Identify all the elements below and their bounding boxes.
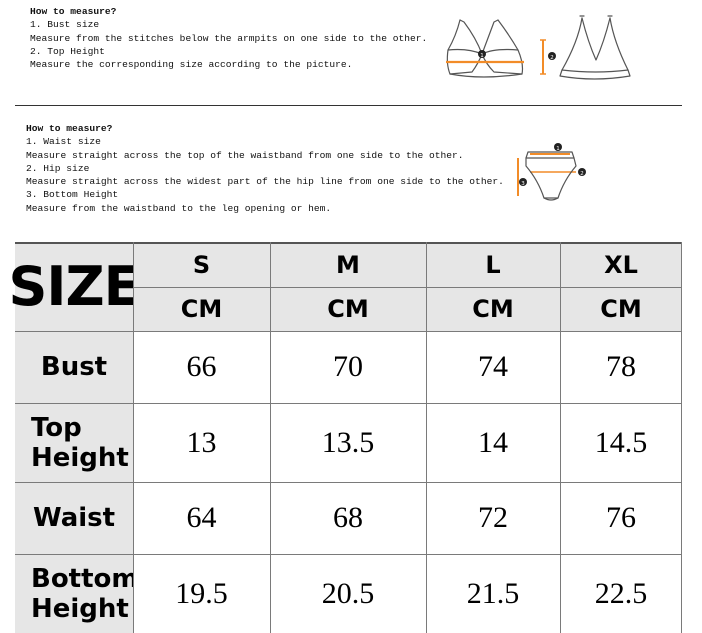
instruction-line: 2. Top Height	[30, 45, 427, 58]
unit-header: CM	[426, 287, 560, 331]
size-header-s: S	[133, 242, 270, 287]
instructions-heading: How to measure?	[30, 5, 427, 18]
bottom-height-value-m: 20.5	[270, 554, 426, 633]
grid-line	[15, 403, 682, 404]
unit-header: CM	[560, 287, 682, 331]
instruction-line: 2. Hip size	[26, 162, 504, 175]
size-corner-header: SIZE	[15, 242, 133, 331]
waist-value-l: 72	[426, 482, 560, 554]
size-header-m: M	[270, 242, 426, 287]
bottom-height-value-s: 19.5	[133, 554, 270, 633]
grid-line	[681, 242, 682, 633]
waist-value-s: 64	[133, 482, 270, 554]
top-height-value-s: 13	[133, 403, 270, 482]
row-label-bust: Bust	[15, 331, 133, 403]
row-label-waist: Waist	[15, 482, 133, 554]
bust-value-l: 74	[426, 331, 560, 403]
bust-value-m: 70	[270, 331, 426, 403]
bra-front-marker: 1	[480, 53, 484, 59]
top-height-value-xl: 14.5	[560, 403, 682, 482]
row-label-bottom-height: Bottom Height	[15, 554, 133, 633]
bra-measure-instructions: How to measure? 1. Bust size Measure fro…	[30, 5, 427, 71]
instruction-line: Measure straight across the top of the w…	[26, 149, 504, 162]
top-height-value-l: 14	[426, 403, 560, 482]
size-chart-table: SIZE S M L XL CM CM CM CM Bust 66 70 74 …	[15, 242, 682, 633]
bust-value-s: 66	[133, 331, 270, 403]
size-header-xl: XL	[560, 242, 682, 287]
grid-line	[270, 242, 271, 633]
bottom-height-value-xl: 22.5	[560, 554, 682, 633]
waist-value-m: 68	[270, 482, 426, 554]
grid-line	[15, 554, 682, 555]
unit-header: CM	[270, 287, 426, 331]
grid-line	[133, 242, 134, 633]
bottom-measure-instructions: How to measure? 1. Waist size Measure st…	[26, 122, 504, 215]
instructions-heading: How to measure?	[26, 122, 504, 135]
size-header-l: L	[426, 242, 560, 287]
grid-line	[426, 242, 427, 633]
waist-value-xl: 76	[560, 482, 682, 554]
row-label-top-height: Top Height	[15, 403, 133, 482]
panty-left-marker: 3	[521, 181, 525, 187]
grid-line	[15, 331, 682, 332]
grid-line	[133, 287, 682, 288]
bust-value-xl: 78	[560, 331, 682, 403]
section-divider	[15, 105, 682, 106]
top-height-value-m: 13.5	[270, 403, 426, 482]
panty-top-marker: 1	[556, 146, 560, 152]
unit-header: CM	[133, 287, 270, 331]
grid-line	[15, 242, 682, 244]
instruction-line: Measure the corresponding size according…	[30, 58, 427, 71]
bra-side-marker: 2	[550, 55, 554, 61]
instruction-line: 1. Waist size	[26, 135, 504, 148]
bra-triangle-diagram: 2	[538, 12, 638, 84]
instruction-line: 3. Bottom Height	[26, 188, 504, 201]
instruction-line: 1. Bust size	[30, 18, 427, 31]
instruction-line: Measure from the stitches below the armp…	[30, 32, 427, 45]
instruction-line: Measure from the waistband to the leg op…	[26, 202, 504, 215]
grid-line	[560, 242, 561, 633]
bottom-height-value-l: 21.5	[426, 554, 560, 633]
panty-diagram: 1 2 3	[510, 140, 590, 208]
bra-front-diagram: 1	[438, 14, 533, 84]
panty-right-marker: 2	[580, 171, 584, 177]
grid-line	[15, 482, 682, 483]
instruction-line: Measure straight across the widest part …	[26, 175, 504, 188]
